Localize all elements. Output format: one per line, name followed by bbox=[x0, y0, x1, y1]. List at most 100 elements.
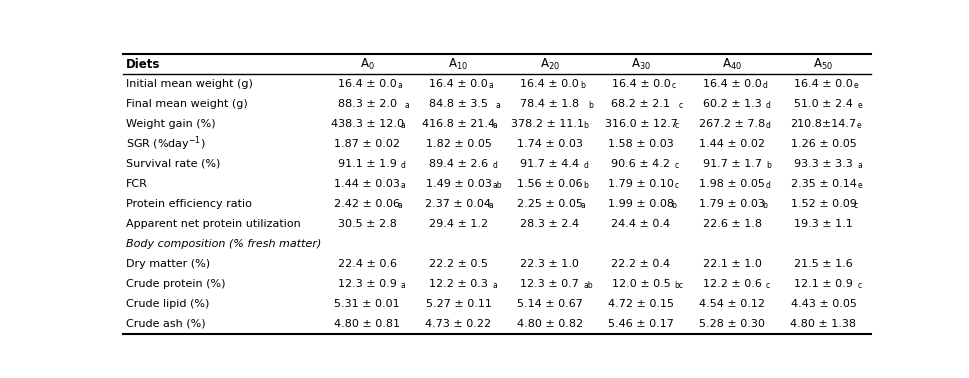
Text: 12.1 ± 0.9: 12.1 ± 0.9 bbox=[794, 279, 853, 289]
Text: b: b bbox=[766, 161, 770, 170]
Text: $\mathregular{A_{50}}$: $\mathregular{A_{50}}$ bbox=[813, 57, 833, 71]
Text: 1.79 ± 0.03: 1.79 ± 0.03 bbox=[700, 199, 766, 209]
Text: a: a bbox=[496, 101, 501, 110]
Text: 12.3 ± 0.7: 12.3 ± 0.7 bbox=[520, 279, 579, 289]
Text: 1.52 ± 0.09: 1.52 ± 0.09 bbox=[791, 199, 857, 209]
Text: 22.1 ± 1.0: 22.1 ± 1.0 bbox=[703, 259, 762, 269]
Text: 12.3 ± 0.9: 12.3 ± 0.9 bbox=[338, 279, 396, 289]
Text: 1.74 ± 0.03: 1.74 ± 0.03 bbox=[516, 139, 582, 149]
Text: a: a bbox=[401, 181, 406, 190]
Text: 30.5 ± 2.8: 30.5 ± 2.8 bbox=[338, 219, 396, 229]
Text: 16.4 ± 0.0: 16.4 ± 0.0 bbox=[429, 79, 487, 89]
Text: a: a bbox=[580, 201, 584, 210]
Text: 16.4 ± 0.0: 16.4 ± 0.0 bbox=[795, 79, 853, 89]
Text: 29.4 ± 1.2: 29.4 ± 1.2 bbox=[429, 219, 488, 229]
Text: 60.2 ± 1.3: 60.2 ± 1.3 bbox=[703, 99, 762, 109]
Text: b: b bbox=[763, 201, 767, 210]
Text: 267.2 ± 7.8: 267.2 ± 7.8 bbox=[699, 119, 766, 129]
Text: 16.4 ± 0.0: 16.4 ± 0.0 bbox=[611, 79, 671, 89]
Text: d: d bbox=[766, 101, 771, 110]
Text: b: b bbox=[589, 101, 594, 110]
Text: Body composition (% fresh matter): Body composition (% fresh matter) bbox=[126, 239, 321, 249]
Text: c: c bbox=[674, 121, 678, 130]
Text: 22.4 ± 0.6: 22.4 ± 0.6 bbox=[338, 259, 396, 269]
Text: 16.4 ± 0.0: 16.4 ± 0.0 bbox=[703, 79, 762, 89]
Text: 5.28 ± 0.30: 5.28 ± 0.30 bbox=[700, 319, 766, 328]
Text: Survival rate (%): Survival rate (%) bbox=[126, 159, 220, 169]
Text: b: b bbox=[583, 121, 588, 130]
Text: Protein efficiency ratio: Protein efficiency ratio bbox=[126, 199, 252, 209]
Text: Final mean weight (g): Final mean weight (g) bbox=[126, 99, 247, 109]
Text: $\mathregular{A_{20}}$: $\mathregular{A_{20}}$ bbox=[540, 57, 560, 71]
Text: $\mathregular{A_0}$: $\mathregular{A_0}$ bbox=[359, 57, 375, 71]
Text: 1.56 ± 0.06: 1.56 ± 0.06 bbox=[516, 179, 582, 189]
Text: 2.42 ± 0.06: 2.42 ± 0.06 bbox=[334, 199, 400, 209]
Text: 1.58 ± 0.03: 1.58 ± 0.03 bbox=[609, 139, 673, 149]
Text: ab: ab bbox=[492, 181, 502, 190]
Text: 1.49 ± 0.03: 1.49 ± 0.03 bbox=[425, 179, 491, 189]
Text: 438.3 ± 12.0: 438.3 ± 12.0 bbox=[330, 119, 404, 129]
Text: 88.3 ± 2.0: 88.3 ± 2.0 bbox=[338, 99, 396, 109]
Text: 24.4 ± 0.4: 24.4 ± 0.4 bbox=[611, 219, 671, 229]
Text: 4.80 ± 0.82: 4.80 ± 0.82 bbox=[516, 319, 582, 328]
Text: a: a bbox=[488, 201, 493, 210]
Text: 416.8 ± 21.4: 416.8 ± 21.4 bbox=[422, 119, 495, 129]
Text: 5.46 ± 0.17: 5.46 ± 0.17 bbox=[608, 319, 673, 328]
Text: d: d bbox=[401, 161, 406, 170]
Text: 5.31 ± 0.01: 5.31 ± 0.01 bbox=[334, 299, 400, 308]
Text: 12.2 ± 0.6: 12.2 ± 0.6 bbox=[703, 279, 762, 289]
Text: d: d bbox=[766, 121, 771, 130]
Text: 2.25 ± 0.05: 2.25 ± 0.05 bbox=[516, 199, 582, 209]
Text: a: a bbox=[404, 101, 409, 110]
Text: Initial mean weight (g): Initial mean weight (g) bbox=[126, 79, 253, 89]
Text: ab: ab bbox=[583, 281, 593, 290]
Text: 93.3 ± 3.3: 93.3 ± 3.3 bbox=[795, 159, 853, 169]
Text: 1.98 ± 0.05: 1.98 ± 0.05 bbox=[700, 179, 766, 189]
Text: 78.4 ± 1.8: 78.4 ± 1.8 bbox=[520, 99, 579, 109]
Text: 210.8±14.7: 210.8±14.7 bbox=[791, 119, 857, 129]
Text: 16.4 ± 0.0: 16.4 ± 0.0 bbox=[520, 79, 579, 89]
Text: c: c bbox=[678, 101, 682, 110]
Text: Apparent net protein utilization: Apparent net protein utilization bbox=[126, 219, 300, 229]
Text: c: c bbox=[672, 82, 675, 90]
Text: c: c bbox=[674, 181, 679, 190]
Text: a: a bbox=[401, 281, 406, 290]
Text: b: b bbox=[583, 181, 588, 190]
Text: 1.99 ± 0.08: 1.99 ± 0.08 bbox=[608, 199, 674, 209]
Text: 5.27 ± 0.11: 5.27 ± 0.11 bbox=[425, 299, 491, 308]
Text: 22.2 ± 0.4: 22.2 ± 0.4 bbox=[611, 259, 671, 269]
Text: 1.87 ± 0.02: 1.87 ± 0.02 bbox=[334, 139, 400, 149]
Text: a: a bbox=[858, 161, 861, 170]
Text: e: e bbox=[858, 101, 861, 110]
Text: $\mathregular{A_{30}}$: $\mathregular{A_{30}}$ bbox=[631, 57, 651, 71]
Text: c: c bbox=[766, 281, 770, 290]
Text: 12.0 ± 0.5: 12.0 ± 0.5 bbox=[611, 279, 671, 289]
Text: $\mathregular{A_{40}}$: $\mathregular{A_{40}}$ bbox=[722, 57, 742, 71]
Text: 22.2 ± 0.5: 22.2 ± 0.5 bbox=[429, 259, 488, 269]
Text: FCR: FCR bbox=[126, 179, 147, 189]
Text: 2.35 ± 0.14: 2.35 ± 0.14 bbox=[791, 179, 857, 189]
Text: 68.2 ± 2.1: 68.2 ± 2.1 bbox=[611, 99, 671, 109]
Text: b: b bbox=[672, 201, 676, 210]
Text: Dry matter (%): Dry matter (%) bbox=[126, 259, 209, 269]
Text: d: d bbox=[492, 161, 497, 170]
Text: 91.7 ± 4.4: 91.7 ± 4.4 bbox=[520, 159, 579, 169]
Text: $\mathregular{A_{10}}$: $\mathregular{A_{10}}$ bbox=[449, 57, 468, 71]
Text: 378.2 ± 11.1: 378.2 ± 11.1 bbox=[512, 119, 588, 129]
Text: b: b bbox=[580, 82, 585, 90]
Text: 4.80 ± 0.81: 4.80 ± 0.81 bbox=[334, 319, 400, 328]
Text: 51.0 ± 2.4: 51.0 ± 2.4 bbox=[794, 99, 853, 109]
Text: e: e bbox=[858, 121, 861, 130]
Text: bc: bc bbox=[674, 281, 684, 290]
Text: a: a bbox=[488, 82, 493, 90]
Text: 89.4 ± 2.6: 89.4 ± 2.6 bbox=[429, 159, 488, 169]
Text: Crude ash (%): Crude ash (%) bbox=[126, 319, 205, 328]
Text: Diets: Diets bbox=[126, 57, 160, 71]
Text: 28.3 ± 2.4: 28.3 ± 2.4 bbox=[520, 219, 579, 229]
Text: 16.4 ± 0.0: 16.4 ± 0.0 bbox=[338, 79, 396, 89]
Text: d: d bbox=[583, 161, 588, 170]
Text: 22.6 ± 1.8: 22.6 ± 1.8 bbox=[703, 219, 762, 229]
Text: a: a bbox=[492, 121, 497, 130]
Text: 90.6 ± 4.2: 90.6 ± 4.2 bbox=[611, 159, 671, 169]
Text: Crude protein (%): Crude protein (%) bbox=[126, 279, 225, 289]
